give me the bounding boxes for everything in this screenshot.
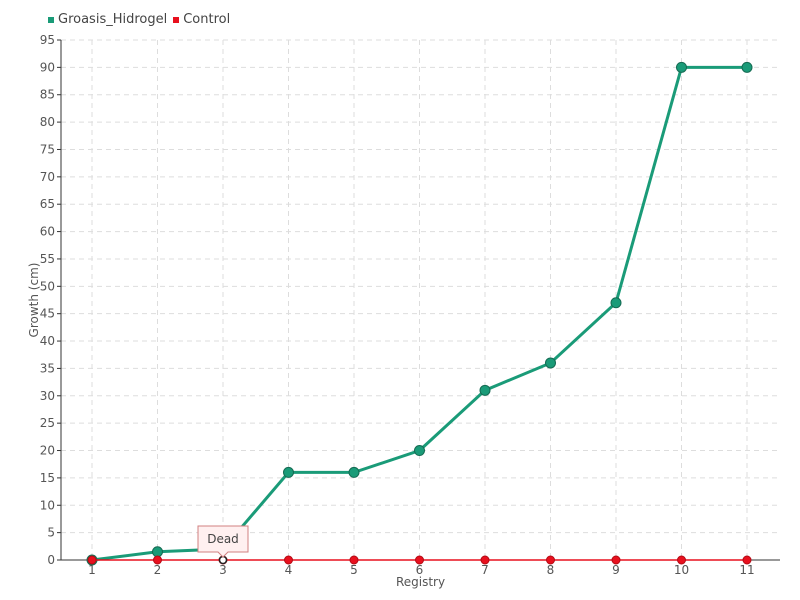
x-tick-label: 11: [739, 563, 754, 577]
data-point-groasis[interactable]: [741, 61, 753, 73]
data-point-control[interactable]: [677, 555, 686, 565]
legend-item-control[interactable]: Control: [173, 12, 230, 27]
data-point-control[interactable]: [546, 555, 555, 565]
y-tick-label: 40: [40, 334, 55, 348]
annotation-box: [197, 525, 249, 558]
x-tick-label: 2: [154, 563, 162, 577]
data-point-groasis[interactable]: [545, 357, 556, 369]
legend-item-groasis[interactable]: Groasis_Hidrogel: [48, 12, 167, 27]
annotation-label: Dead: [207, 532, 239, 546]
x-tick-label: 7: [481, 563, 489, 577]
data-point-groasis[interactable]: [283, 466, 294, 478]
x-tick-label: 6: [416, 563, 424, 577]
y-tick-label: 70: [40, 170, 55, 184]
x-tick-label: 4: [285, 563, 293, 577]
y-axis-title: Growth (cm): [27, 263, 41, 338]
y-tick-label: 25: [40, 416, 55, 430]
y-tick-label: 95: [40, 33, 55, 47]
data-point-control[interactable]: [480, 555, 490, 565]
y-tick-label: 50: [40, 279, 55, 293]
data-point-groasis[interactable]: [348, 466, 360, 478]
y-tick-label: 65: [40, 197, 55, 211]
data-point-control[interactable]: [742, 555, 752, 565]
y-tick-label: 10: [40, 498, 55, 512]
y-tick-label: 0: [47, 553, 55, 567]
y-tick-label: 90: [40, 60, 55, 74]
y-tick-label: 15: [40, 471, 55, 485]
legend-label-groasis: Groasis_Hidrogel: [58, 12, 168, 27]
y-tick-label: 45: [40, 307, 55, 321]
x-axis-title: Registry: [396, 575, 445, 589]
x-tick-label: 1: [88, 563, 96, 577]
y-tick-label: 5: [47, 526, 55, 540]
y-tick-label: 75: [40, 142, 55, 156]
legend-swatch-groasis: [48, 16, 54, 23]
data-point-control[interactable]: [349, 555, 359, 565]
data-point-groasis[interactable]: [479, 384, 491, 396]
data-point-control[interactable]: [611, 555, 621, 565]
x-tick-label: 9: [612, 563, 620, 577]
data-point-control[interactable]: [415, 555, 424, 565]
x-tick-label: 3: [219, 563, 227, 577]
legend-label-control: Control: [183, 12, 231, 27]
data-point-control[interactable]: [87, 555, 97, 565]
legend-swatch-control: [173, 16, 180, 23]
y-tick-label: 60: [40, 225, 55, 239]
data-point-control[interactable]: [284, 555, 293, 565]
y-tick-label: 85: [40, 88, 55, 102]
data-point-control[interactable]: [153, 555, 162, 565]
data-point-groasis[interactable]: [414, 445, 425, 457]
data-point-groasis[interactable]: [676, 61, 687, 73]
y-tick-label: 35: [40, 361, 55, 375]
y-tick-label: 55: [40, 252, 55, 266]
x-tick-label: 5: [350, 563, 358, 577]
data-point-groasis[interactable]: [610, 297, 622, 309]
y-tick-label: 30: [40, 389, 55, 403]
legend: Groasis_Hidrogel Control: [48, 12, 230, 27]
y-tick-label: 20: [40, 444, 55, 458]
data-point-groasis[interactable]: [152, 546, 163, 558]
x-tick-label: 8: [547, 563, 555, 577]
x-tick-label: 10: [674, 563, 689, 577]
y-tick-label: 80: [40, 115, 55, 129]
